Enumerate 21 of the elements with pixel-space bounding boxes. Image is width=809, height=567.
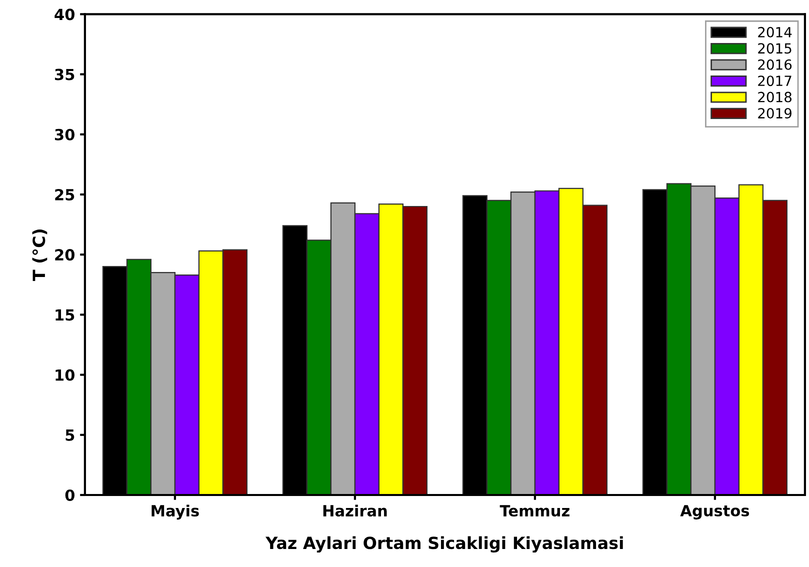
legend-label: 2015 — [758, 43, 792, 54]
y-tick-label: 0 — [65, 489, 74, 502]
legend-label: 2019 — [758, 108, 792, 119]
y-tick-label: 20 — [55, 249, 74, 261]
y-tick-label: 25 — [55, 188, 74, 201]
y-tick-label: 10 — [56, 369, 74, 381]
x-tick-label: Mayis — [152, 504, 199, 520]
legend-label: 2016 — [758, 59, 792, 70]
y-tick-label: 35 — [54, 68, 74, 80]
y-tick-label: 5 — [66, 430, 74, 441]
x-axis-title: Yaz Aylari Ortam Sicakligi Kiyaslamasi — [265, 536, 623, 553]
y-tick-label: 30 — [54, 128, 74, 140]
x-tick-label: Haziran — [323, 504, 387, 517]
legend-label: 2017 — [758, 76, 792, 86]
legend-label: 2018 — [758, 92, 792, 102]
y-tick-label: 40 — [54, 8, 74, 20]
legend-label: 2014 — [758, 26, 792, 38]
x-tick-label: Temmuz — [500, 505, 570, 517]
x-tick-label: Agustos — [680, 505, 750, 520]
y-axis-title: T (°C) — [32, 230, 48, 281]
y-tick-label: 15 — [56, 309, 74, 321]
